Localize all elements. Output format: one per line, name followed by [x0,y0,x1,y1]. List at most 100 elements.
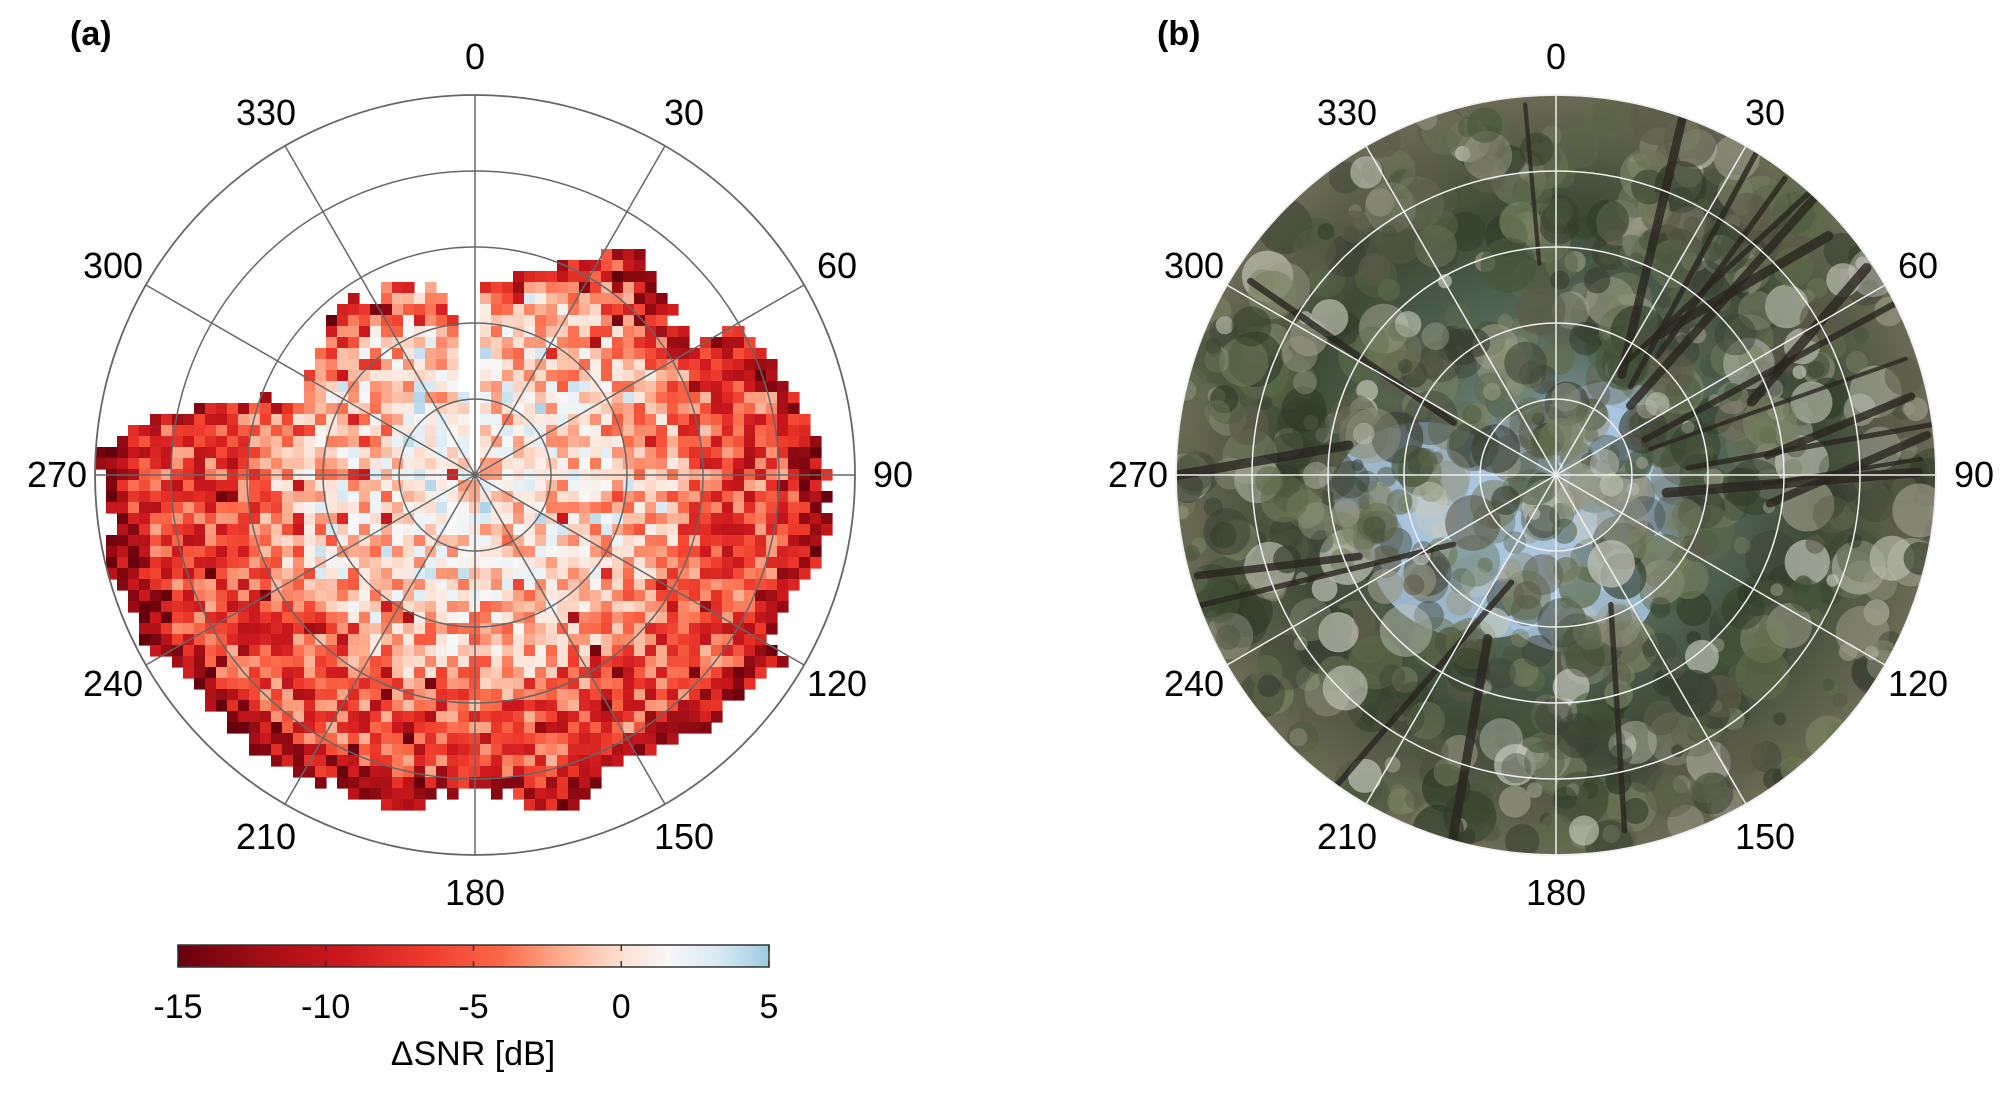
heatmap-cell [568,799,580,811]
heatmap-cell [744,392,756,404]
heatmap-cell [755,601,767,613]
heatmap-cell [634,744,646,756]
heatmap-cell [458,491,470,503]
heatmap-cell [326,766,338,778]
heatmap-cell [139,458,151,470]
heatmap-cell [634,568,646,580]
heatmap-cell [601,689,613,701]
foliage [1555,713,1601,759]
foliage [1720,727,1768,775]
heatmap-cell [359,667,371,679]
heatmap-cell [667,568,679,580]
heatmap-cell [568,557,580,569]
heatmap-cell [392,799,404,811]
heatmap-cell [612,667,624,679]
heatmap-cell [392,733,404,745]
heatmap-cell [480,392,492,404]
heatmap-cell [590,722,602,734]
heatmap-cell [579,612,591,624]
heatmap-cell [414,590,426,602]
heatmap-cell [612,436,624,448]
heatmap-cell [601,667,613,679]
heatmap-cell [425,348,437,360]
foliage [1414,600,1444,631]
foliage [1553,786,1577,810]
heatmap-cell [447,678,459,690]
heatmap-cell [480,535,492,547]
heatmap-cell [293,414,305,426]
heatmap-cell [733,381,745,393]
heatmap-cell [480,315,492,327]
heatmap-cell [315,403,327,415]
heatmap-cell [546,799,558,811]
foliage [1215,316,1234,335]
heatmap-cell [524,502,536,514]
heatmap-cell [535,403,547,415]
heatmap-cell [315,458,327,470]
heatmap-cell [392,678,404,690]
heatmap-cell [535,337,547,349]
heatmap-cell [150,634,162,646]
heatmap-cell [744,403,756,415]
heatmap-cell [513,656,525,668]
heatmap-cell [227,601,239,613]
heatmap-cell [513,359,525,371]
heatmap-cell [183,656,195,668]
heatmap-cell [293,546,305,558]
heatmap-cell [557,755,569,767]
heatmap-cell [293,689,305,701]
heatmap-cell [645,447,657,459]
heatmap-cell [711,601,723,613]
heatmap-cell [436,744,448,756]
heatmap-cell [315,392,327,404]
heatmap-cell [535,667,547,679]
heatmap-cell [414,425,426,437]
heatmap-cell [535,414,547,426]
heatmap-cell [249,623,261,635]
heatmap-cell [392,337,404,349]
heatmap-cell [568,359,580,371]
heatmap-cell [733,491,745,503]
heatmap-cell [744,480,756,492]
heatmap-cell [612,271,624,283]
foliage [1670,420,1721,472]
heatmap-cell [491,667,503,679]
foliage [1286,721,1319,753]
foliage [1735,646,1790,701]
heatmap-cell [568,788,580,800]
heatmap-cell [414,348,426,360]
heatmap-cell [579,601,591,613]
heatmap-cell [667,326,679,338]
heatmap-cell [282,447,294,459]
heatmap-cell [601,359,613,371]
heatmap-cell [623,425,635,437]
heatmap-cell [645,348,657,360]
heatmap-cell [711,458,723,470]
heatmap-cell [260,403,272,415]
heatmap-cell [139,579,151,591]
foliage [1479,718,1524,762]
heatmap-cell [755,348,767,360]
heatmap-cell [590,546,602,558]
azimuth-label: 270 [27,454,87,495]
heatmap-cell [414,744,426,756]
heatmap-cell [535,392,547,404]
heatmap-cell [414,733,426,745]
heatmap-cell [711,535,723,547]
heatmap-cell [491,623,503,635]
heatmap-cell [480,755,492,767]
heatmap-cell [766,612,778,624]
heatmap-cell [172,502,184,514]
heatmap-cell [546,546,558,558]
heatmap-cell [590,557,602,569]
heatmap-cell [359,337,371,349]
foliage [1822,678,1835,692]
heatmap-cell [304,381,316,393]
heatmap-cell [403,480,415,492]
heatmap-cell [491,282,503,294]
heatmap-cell [755,667,767,679]
heatmap-cell [238,513,250,525]
heatmap-cell [282,623,294,635]
